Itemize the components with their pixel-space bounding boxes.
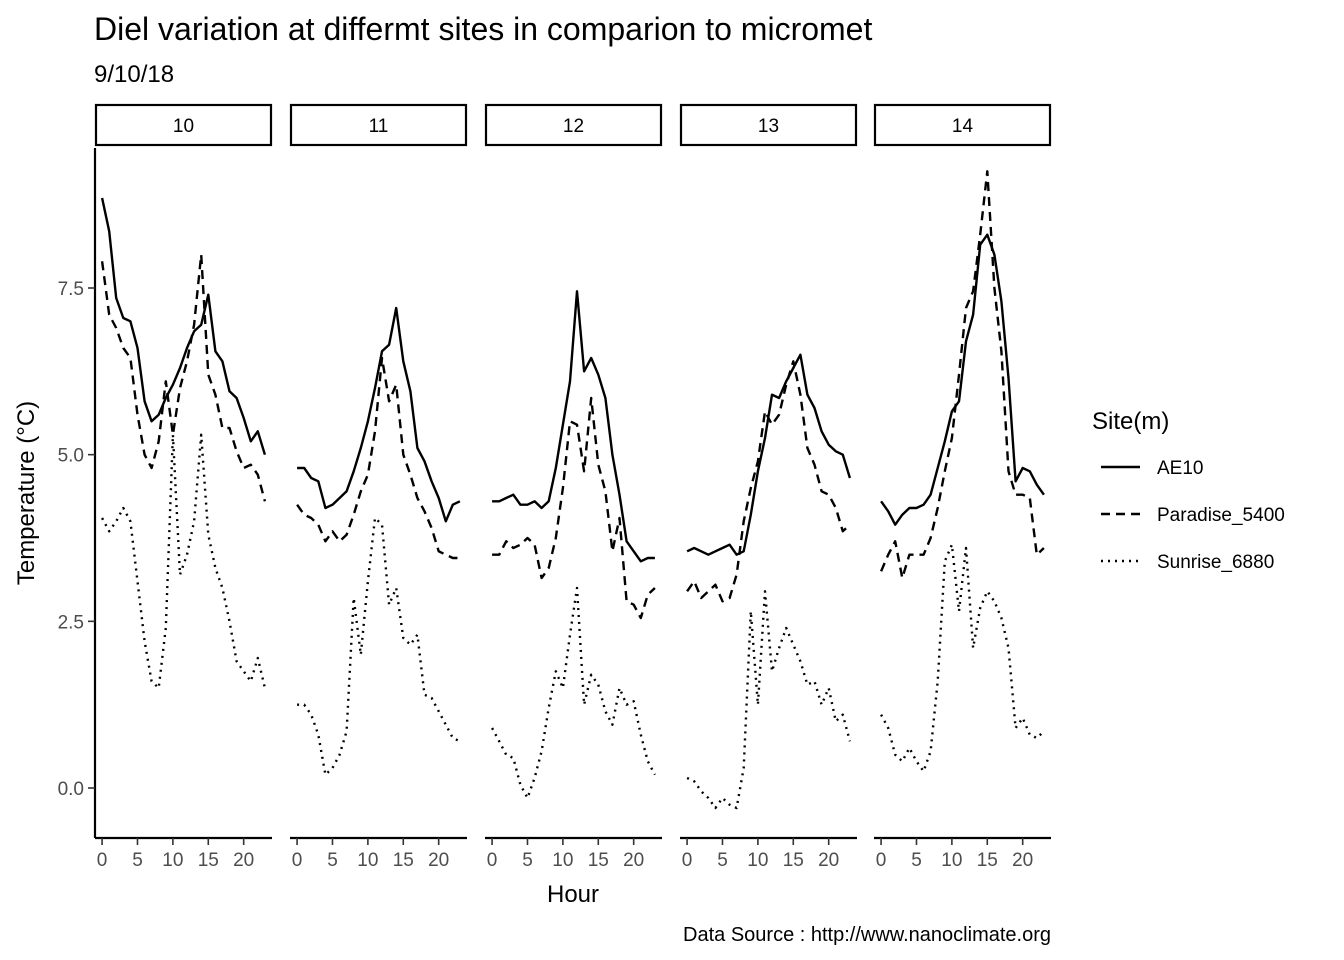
x-tick-label: 15	[198, 850, 219, 871]
legend-item: AE10	[1101, 458, 1203, 479]
series-line-ae10	[880, 233, 1045, 526]
facet-strip	[484, 103, 663, 147]
series-line-ae10	[686, 353, 852, 556]
x-tick-label: 20	[818, 850, 839, 871]
series-line-ae10	[100, 197, 267, 456]
x-tick-label: 20	[623, 850, 644, 871]
y-axis: 0.0 2.5 5.0 7.5	[58, 148, 97, 838]
x-tick-label: 10	[357, 850, 378, 871]
x-tick-label: 15	[393, 850, 414, 871]
x-tick-label: 15	[977, 850, 998, 871]
x-axis-title: Hour	[547, 881, 599, 908]
series-line-ae10	[297, 306, 461, 523]
x-tick-label: 5	[522, 850, 533, 871]
facet-panel-13: 13 0 5 10 15 20	[679, 103, 858, 871]
x-tick-label: 0	[682, 850, 693, 871]
x-tick-label: 20	[233, 850, 254, 871]
facet-strip	[679, 103, 858, 147]
x-tick-label: 0	[97, 850, 108, 871]
series-line-ae10	[492, 290, 655, 563]
y-axis-title: Temperature (°C)	[13, 401, 40, 585]
facet-strip-label: 10	[173, 116, 194, 137]
x-tick-label: 10	[162, 850, 183, 871]
legend-item: Sunrise_6880	[1101, 552, 1274, 573]
series-line-paradise-5400	[879, 170, 1045, 580]
x-tick-label: 20	[428, 850, 449, 871]
facet-strip	[94, 103, 273, 147]
x-tick-label: 5	[132, 850, 143, 871]
series-line-paradise-5400	[686, 360, 851, 603]
facet-panels: 10 0 5 10 15 20 11 0 5 10 15 20 12 0 5 10 15 20 13 0 5 10 15 20…	[58, 103, 1052, 871]
series-line-sunrise-6880	[297, 516, 461, 776]
chart-subtitle: 9/10/18	[94, 61, 174, 88]
y-tick-label: 7.5	[58, 279, 84, 300]
x-tick-label: 0	[876, 850, 887, 871]
facet-strip	[289, 103, 468, 147]
x-tick-label: 15	[783, 850, 804, 871]
facet-strip-label: 12	[563, 116, 584, 137]
series-line-paradise-5400	[492, 396, 656, 620]
series-line-paradise-5400	[296, 356, 460, 560]
y-tick-label: 5.0	[58, 446, 84, 467]
x-tick-label: 5	[717, 850, 728, 871]
facet-panel-11: 11 0 5 10 15 20	[289, 103, 468, 871]
x-tick-label: 5	[911, 850, 922, 871]
legend: Site(m) AE10 Paradise_5400 Sunrise_6880	[1092, 408, 1285, 573]
facet-strip-label: 14	[952, 116, 974, 137]
facet-strip-label: 11	[369, 116, 389, 137]
caption: Data Source : http://www.nanoclimate.org	[683, 924, 1051, 946]
series-line-sunrise-6880	[491, 586, 656, 800]
y-tick-label: 2.5	[58, 612, 84, 633]
facet-panel-14: 14 0 5 10 15 20	[873, 103, 1052, 871]
legend-title: Site(m)	[1092, 408, 1169, 435]
series-line-sunrise-6880	[101, 433, 267, 690]
legend-label: AE10	[1157, 458, 1203, 479]
chart-title: Diel variation at differmt sites in comp…	[94, 11, 872, 47]
x-tick-label: 0	[292, 850, 303, 871]
x-tick-label: 10	[552, 850, 573, 871]
legend-label: Paradise_5400	[1157, 505, 1285, 526]
facet-strip-label: 13	[758, 116, 779, 137]
legend-label: Sunrise_6880	[1157, 552, 1274, 573]
series-line-sunrise-6880	[880, 543, 1045, 773]
series-line-sunrise-6880	[686, 590, 852, 810]
y-tick-label: 0.0	[58, 779, 84, 800]
x-tick-label: 10	[747, 850, 768, 871]
legend-item: Paradise_5400	[1101, 505, 1285, 526]
x-tick-label: 20	[1012, 850, 1033, 871]
facet-panel-12: 12 0 5 10 15 20	[484, 103, 663, 871]
x-tick-label: 0	[487, 850, 498, 871]
series-line-paradise-5400	[100, 253, 267, 502]
x-tick-label: 5	[327, 850, 338, 871]
x-tick-label: 10	[941, 850, 962, 871]
facet-panel-10: 10 0 5 10 15 20	[94, 103, 273, 871]
x-tick-label: 15	[588, 850, 609, 871]
facet-strip	[873, 103, 1052, 147]
